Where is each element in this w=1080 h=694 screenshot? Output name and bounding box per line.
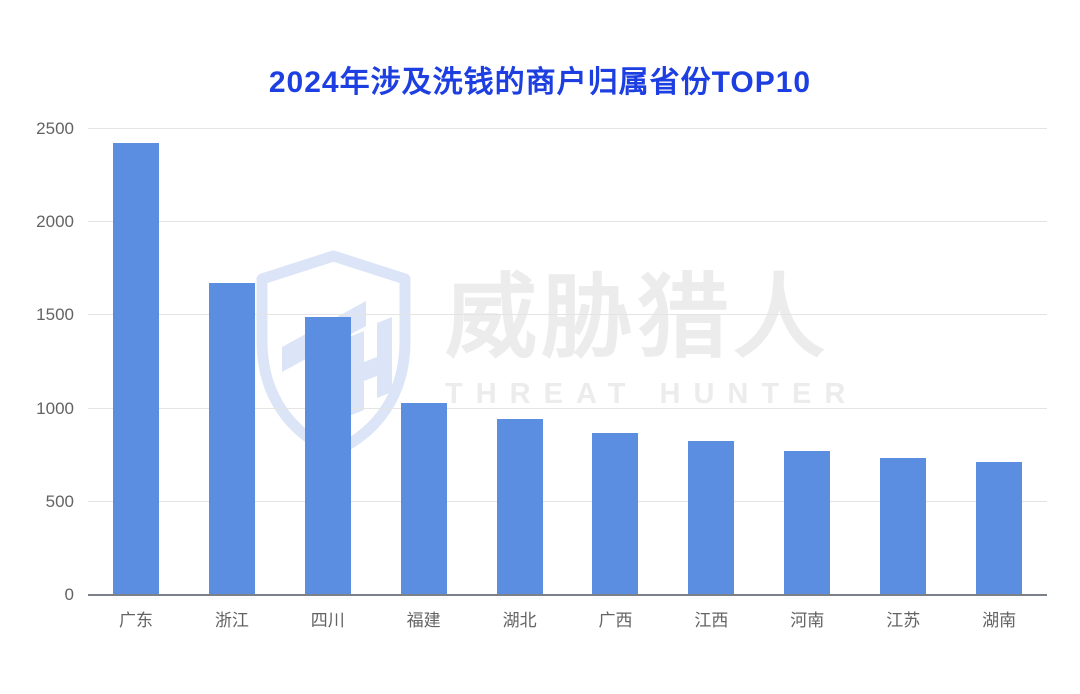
plot-area: 0 500 1000 1500 2000 2500 <box>36 119 1047 604</box>
bar-福建 <box>400 403 447 595</box>
x-axis-label-江西: 江西 <box>694 611 729 630</box>
x-axis-label-浙江: 浙江 <box>214 611 249 630</box>
bar-湖南 <box>976 461 1023 595</box>
bar-江西 <box>688 441 735 595</box>
y-axis-tick-0: 0 <box>64 585 74 604</box>
bar-广东 <box>112 142 159 595</box>
chart-title: 2024年涉及洗钱的商户归属省份TOP10 <box>268 66 812 99</box>
y-axis-tick-1000: 1000 <box>36 398 74 418</box>
bars <box>88 129 1047 595</box>
bar-河南 <box>784 450 831 595</box>
gridline-500 <box>88 500 1047 502</box>
y-axis-tick-2500: 2500 <box>36 119 74 138</box>
y-axis-tick-500: 500 <box>45 491 74 511</box>
bar-band <box>663 129 759 595</box>
x-axis-label-福建: 福建 <box>406 611 441 630</box>
gridline-1000 <box>88 407 1047 409</box>
bar-band <box>88 129 184 595</box>
x-axis-label-江苏: 江苏 <box>886 611 921 630</box>
x-axis-label-湖南: 湖南 <box>982 611 1017 630</box>
bar-band <box>280 129 376 595</box>
x-axis-label-四川: 四川 <box>310 611 345 630</box>
bar-band <box>472 129 568 595</box>
bar-四川 <box>304 317 351 595</box>
bar-band <box>184 129 280 595</box>
bar-广西 <box>592 432 639 595</box>
bar-band <box>376 129 472 595</box>
x-axis-label-河南: 河南 <box>790 611 825 630</box>
bar-江苏 <box>880 458 927 595</box>
x-axis-label-湖北: 湖北 <box>502 611 537 630</box>
bar-band <box>951 129 1047 595</box>
bar-湖北 <box>496 418 543 595</box>
bar-浙江 <box>208 282 255 595</box>
gridline-2500 <box>88 128 1047 129</box>
x-axis-label-广西: 广西 <box>598 611 633 630</box>
gridline-1500 <box>88 314 1047 316</box>
bar-band <box>568 129 664 595</box>
bar-band <box>855 129 951 595</box>
x-axis-label-广东: 广东 <box>118 611 153 630</box>
y-axis-tick-2000: 2000 <box>36 212 74 232</box>
bar-band <box>759 129 855 595</box>
y-axis-tick-1500: 1500 <box>36 305 74 325</box>
x-axis-labels: 广东 浙江 四川 福建 湖北 广西 江西 河南 江苏 湖南 <box>88 606 1047 631</box>
gridline-2000 <box>88 221 1047 223</box>
x-axis-line <box>88 594 1047 596</box>
